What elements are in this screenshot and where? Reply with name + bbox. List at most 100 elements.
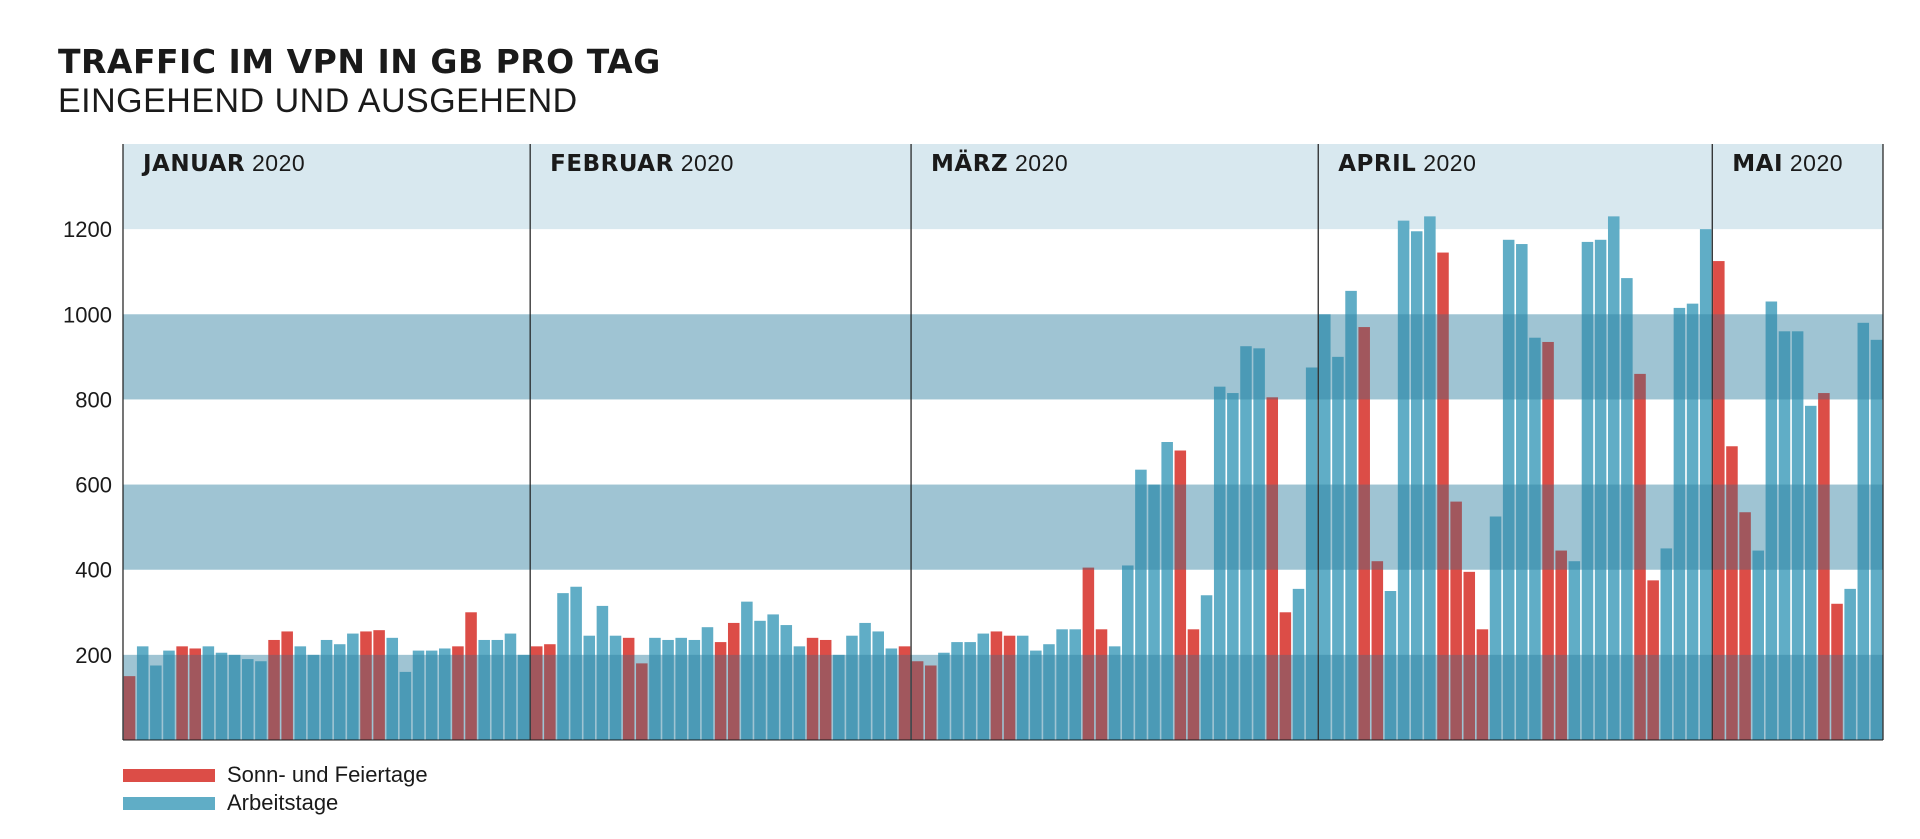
bar: [793, 646, 806, 740]
bar: [649, 637, 661, 740]
bar: [1095, 629, 1108, 740]
bar: [1726, 446, 1738, 740]
bar: [228, 654, 241, 740]
bar: [990, 631, 1003, 740]
bar: [1240, 346, 1252, 740]
bar: [1450, 501, 1462, 740]
bar: [1529, 337, 1541, 740]
bar: [465, 612, 477, 740]
bar: [885, 648, 898, 740]
bar: [1752, 550, 1764, 740]
bar: [294, 646, 307, 740]
bar: [268, 639, 280, 740]
bar: [255, 661, 267, 740]
bar: [1187, 629, 1200, 740]
bar: [517, 654, 530, 740]
bar: [701, 627, 714, 740]
bar: [1634, 373, 1646, 740]
month-label: MAI 2020: [1732, 150, 1843, 177]
y-tick-label: 1200: [63, 217, 112, 242]
bar: [1502, 239, 1515, 741]
overlay-band: [123, 484, 1883, 570]
bar: [163, 650, 175, 740]
bar: [636, 663, 648, 740]
bar: [938, 652, 950, 740]
bar: [1542, 341, 1554, 740]
bar: [399, 671, 412, 740]
bar: [1397, 220, 1410, 740]
bar: [150, 665, 162, 740]
bar: [386, 637, 399, 740]
legend-label-workdays: Arbeitstage: [227, 790, 339, 815]
bar: [1082, 567, 1095, 740]
bar: [1253, 348, 1265, 740]
bar: [570, 586, 582, 740]
bar: [1056, 629, 1068, 740]
bar: [1568, 561, 1581, 740]
bar: [1739, 512, 1751, 740]
bar: [1516, 244, 1528, 741]
y-tick-label: 1000: [63, 302, 112, 327]
bar: [215, 652, 228, 740]
month-name: MÄRZ: [931, 149, 1008, 177]
bar: [1713, 261, 1725, 740]
bar: [1319, 314, 1331, 740]
bar: [1227, 393, 1239, 740]
bar: [675, 637, 687, 740]
bar: [1844, 588, 1856, 740]
bar: [596, 605, 609, 740]
y-tick-label: 600: [75, 473, 112, 498]
bar: [924, 665, 937, 740]
bar: [911, 661, 924, 740]
legend-item-workdays: Arbeitstage: [123, 790, 338, 816]
month-label: JANUAR 2020: [141, 150, 305, 177]
overlay-band: [123, 314, 1883, 400]
bar: [1857, 322, 1870, 740]
y-tick-label: 200: [75, 643, 112, 668]
bar: [1122, 565, 1134, 740]
bar: [1621, 278, 1633, 740]
bar: [819, 639, 832, 740]
bar: [176, 646, 188, 740]
bar: [373, 630, 385, 740]
bar: [1424, 216, 1436, 740]
bar: [977, 633, 990, 740]
month-label: MÄRZ 2020: [931, 149, 1068, 177]
bar: [583, 635, 596, 740]
bar: [767, 614, 779, 740]
bar: [1765, 301, 1778, 740]
legend-item-holidays: Sonn- und Feiertage: [123, 762, 428, 788]
bar: [1410, 231, 1423, 740]
bar: [1463, 571, 1476, 740]
month-name: FEBRUAR: [550, 151, 674, 177]
bar: [412, 650, 425, 740]
chart-subtitle: EINGEHEND UND AUSGEHEND: [58, 82, 578, 120]
bar: [202, 646, 215, 740]
bar: [1647, 580, 1659, 740]
bar: [898, 646, 911, 740]
bar: [846, 635, 858, 740]
bar: [1292, 588, 1305, 740]
bar: [964, 642, 976, 740]
month-label: APRIL 2020: [1338, 150, 1476, 177]
month-name: MAI: [1732, 151, 1783, 177]
bar: [1016, 635, 1029, 740]
bar: [491, 639, 504, 740]
month-name: JANUAR: [141, 151, 245, 177]
bar: [609, 635, 622, 740]
bar: [1069, 629, 1081, 740]
month-name: APRIL: [1338, 151, 1416, 177]
y-tick-label: 800: [75, 387, 112, 412]
bar: [1135, 469, 1147, 740]
month-year: 2020: [674, 150, 734, 176]
bar: [1332, 356, 1344, 740]
bar: [1174, 450, 1187, 740]
bar: [714, 642, 727, 740]
bar: [281, 631, 293, 740]
bar: [1358, 327, 1370, 740]
bar: [622, 637, 635, 740]
bar: [1699, 229, 1712, 740]
bar: [1161, 442, 1173, 740]
bar: [1266, 397, 1279, 740]
